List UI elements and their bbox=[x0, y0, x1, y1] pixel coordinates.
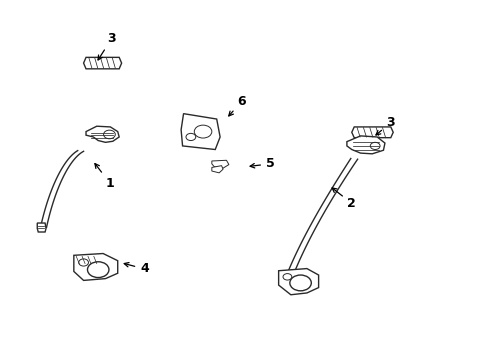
Polygon shape bbox=[211, 160, 228, 168]
Polygon shape bbox=[211, 166, 223, 173]
Polygon shape bbox=[74, 253, 118, 280]
Polygon shape bbox=[181, 114, 220, 149]
Text: 1: 1 bbox=[95, 163, 115, 190]
Polygon shape bbox=[346, 136, 384, 154]
Polygon shape bbox=[83, 57, 122, 69]
Text: 2: 2 bbox=[331, 188, 355, 210]
Text: 4: 4 bbox=[124, 262, 149, 275]
Text: 5: 5 bbox=[249, 157, 274, 170]
Text: 3: 3 bbox=[98, 32, 116, 60]
Polygon shape bbox=[278, 269, 318, 295]
Text: 3: 3 bbox=[375, 116, 394, 135]
Polygon shape bbox=[37, 223, 46, 232]
Polygon shape bbox=[351, 127, 392, 138]
Text: 6: 6 bbox=[228, 95, 246, 116]
Polygon shape bbox=[86, 126, 119, 142]
